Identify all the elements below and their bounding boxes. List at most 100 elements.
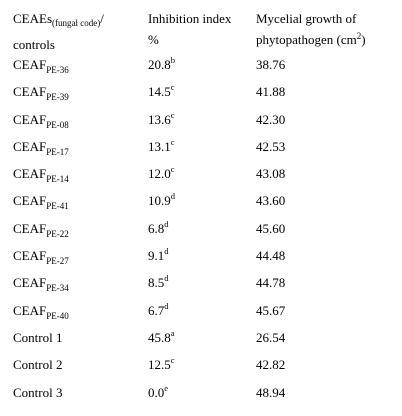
isolate-name: CEAF — [13, 166, 47, 182]
growth-value: 42.53 — [256, 138, 286, 154]
table-body: CEAFPE-36 20.8b 38.76 CEAFPE-39 14.5c 41.88 CE… — [0, 55, 402, 410]
isolate-name: CEAF — [13, 193, 47, 209]
header-growth-line1: Mycelial growth of — [256, 11, 357, 26]
growth-value: 41.88 — [256, 84, 286, 100]
growth-value: 43.08 — [256, 166, 286, 182]
significance-letter: d — [164, 246, 169, 257]
isolate-name: Control 1 — [13, 329, 63, 345]
table-row: Control 2 12.5c 42.82 — [0, 355, 402, 382]
growth-value: 26.54 — [256, 329, 286, 345]
header-isolates-line2: controls — [13, 37, 55, 52]
isolate-name: CEAF — [13, 275, 47, 291]
isolate-cell: CEAFPE-27 — [13, 246, 69, 271]
isolate-name: Control 2 — [13, 357, 63, 373]
header-growth-line2: phytopathogen (cm — [256, 32, 357, 47]
isolate-code: PE-27 — [46, 256, 69, 267]
inhibition-value: 6.7 — [148, 302, 165, 318]
header-inhibition-line2: % — [148, 32, 159, 47]
isolate-name: CEAF — [13, 302, 47, 318]
inhibition-value: 13.1 — [148, 138, 171, 154]
header-isolates-subscript: (fungal code) — [52, 18, 101, 28]
table-row: CEAFPE-27 9.1d 44.48 — [0, 246, 402, 273]
inhibition-cell: 12.5c — [148, 355, 175, 375]
isolate-cell: CEAFPE-36 — [13, 55, 69, 80]
inhibition-value: 9.1 — [148, 248, 165, 264]
isolate-name: CEAF — [13, 220, 47, 236]
inhibition-value: 10.9 — [148, 193, 171, 209]
header-growth-superscript: 2 — [356, 31, 362, 41]
significance-letter: d — [164, 300, 169, 311]
inhibition-value: 6.8 — [148, 220, 165, 236]
table-row: CEAFPE-14 12.0c 43.08 — [0, 164, 402, 191]
isolate-code: PE-34 — [46, 283, 69, 294]
header-growth: Mycelial growth of phytopathogen (cm2) — [256, 8, 396, 50]
inhibition-cell: 6.7d — [148, 301, 169, 321]
inhibition-value: 0.0 — [148, 384, 165, 400]
table-row: CEAFPE-36 20.8b 38.76 — [0, 55, 402, 82]
significance-letter: d — [164, 273, 169, 284]
significance-letter: c — [170, 355, 175, 366]
header-inhibition-line1: Inhibition index — [148, 11, 232, 26]
significance-letter: c — [170, 136, 175, 147]
table-row: CEAFPE-39 14.5c 41.88 — [0, 82, 402, 109]
inhibition-value: 12.5 — [148, 357, 171, 373]
growth-value: 42.30 — [256, 111, 286, 127]
isolate-code: PE-40 — [46, 310, 69, 321]
isolate-cell: CEAFPE-08 — [13, 110, 69, 135]
growth-value: 42.82 — [256, 357, 286, 373]
isolate-name: CEAF — [13, 138, 47, 154]
isolate-name: CEAF — [13, 57, 47, 72]
significance-letter: a — [170, 327, 175, 338]
isolate-cell: Control 3 — [13, 383, 62, 403]
inhibition-cell: 20.8b — [148, 55, 175, 75]
growth-value: 44.78 — [256, 275, 286, 291]
isolate-cell: Control 1 — [13, 328, 62, 348]
isolate-code: PE-41 — [46, 201, 69, 212]
table-row: CEAFPE-41 10.9d 43.60 — [0, 191, 402, 218]
growth-value: 45.60 — [256, 220, 286, 236]
inhibition-cell: 45.8a — [148, 328, 175, 348]
isolate-cell: CEAFPE-39 — [13, 82, 69, 107]
growth-value: 38.76 — [256, 57, 286, 72]
inhibition-cell: 13.6c — [148, 110, 175, 130]
significance-letter: c — [170, 164, 175, 175]
inhibition-cell: 12.0c — [148, 164, 175, 184]
header-growth-close: ) — [361, 32, 366, 47]
header-isolates-main: CEAEs — [13, 11, 52, 26]
inhibition-cell: 14.5c — [148, 82, 175, 102]
isolate-code: PE-39 — [46, 92, 69, 103]
isolate-cell: CEAFPE-41 — [13, 191, 69, 216]
isolate-name: Control 3 — [13, 384, 63, 400]
inhibition-cell: 10.9d — [148, 191, 175, 211]
growth-value: 44.48 — [256, 248, 286, 264]
isolate-cell: CEAFPE-40 — [13, 301, 69, 326]
isolate-code: PE-17 — [46, 146, 69, 157]
table-row: CEAFPE-22 6.8d 45.60 — [0, 219, 402, 246]
isolate-cell: Control 2 — [13, 355, 62, 375]
isolate-code: PE-08 — [46, 119, 69, 130]
isolate-name: CEAF — [13, 111, 47, 127]
isolate-cell: CEAFPE-22 — [13, 219, 69, 244]
table-row: Control 1 45.8a 26.54 — [0, 328, 402, 355]
isolate-cell: CEAFPE-14 — [13, 164, 69, 189]
isolate-code: PE-36 — [46, 65, 69, 75]
table-row: CEAFPE-40 6.7d 45.67 — [0, 301, 402, 328]
growth-value: 43.60 — [256, 193, 286, 209]
inhibition-cell: 9.1d — [148, 246, 169, 266]
significance-letter: d — [170, 191, 175, 202]
inhibition-cell: 8.5d — [148, 273, 169, 293]
isolate-code: PE-22 — [46, 228, 69, 239]
inhibition-value: 12.0 — [148, 166, 171, 182]
isolate-name: CEAF — [13, 248, 47, 264]
table-row: CEAFPE-34 8.5d 44.78 — [0, 273, 402, 300]
inhibition-value: 8.5 — [148, 275, 165, 291]
table-row: CEAFPE-08 13.6c 42.30 — [0, 110, 402, 137]
inhibition-cell: 0.0e — [148, 383, 168, 403]
significance-letter: d — [164, 218, 169, 229]
isolate-cell: CEAFPE-34 — [13, 273, 69, 298]
significance-letter: b — [170, 55, 175, 65]
isolate-cell: CEAFPE-17 — [13, 137, 69, 162]
inhibition-value: 14.5 — [148, 84, 171, 100]
growth-value: 48.94 — [256, 384, 286, 400]
